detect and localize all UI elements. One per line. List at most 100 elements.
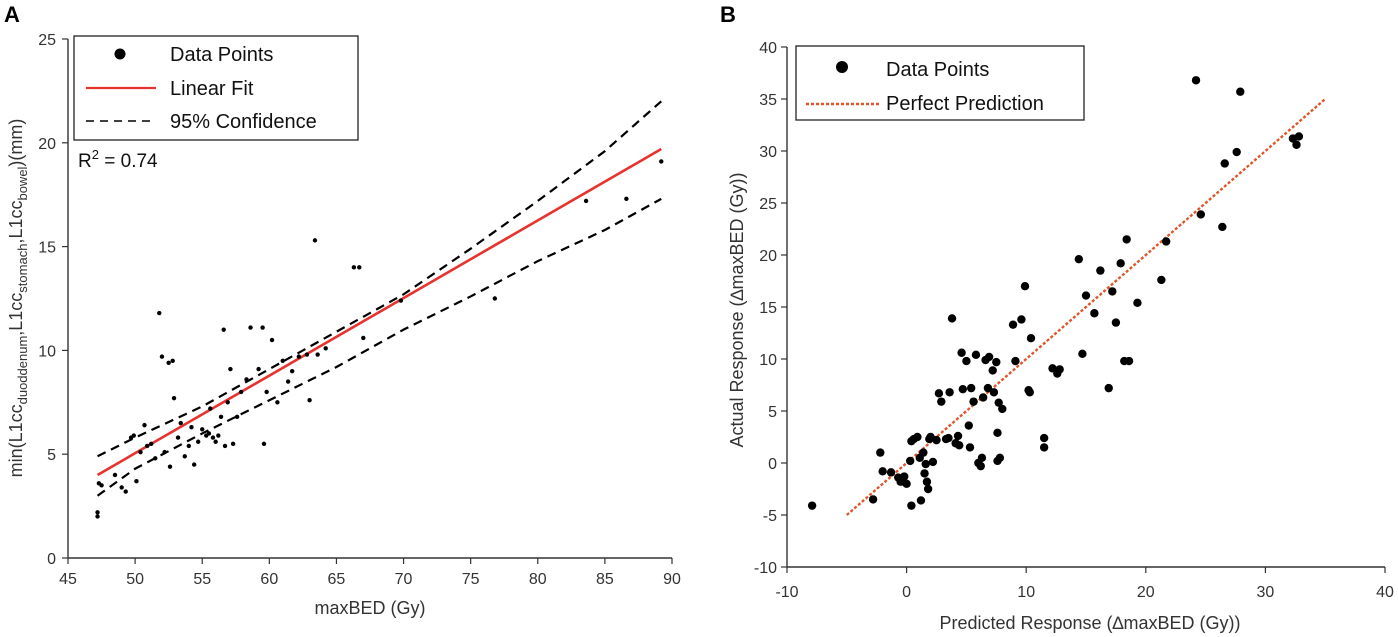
data-point <box>149 441 154 447</box>
data-point <box>222 443 228 449</box>
y-tick-label: 20 <box>759 248 777 265</box>
panel-b-data-points <box>807 76 1304 510</box>
confidence-upper-line <box>97 100 662 458</box>
data-point <box>195 439 201 444</box>
data-point <box>280 358 285 363</box>
data-point <box>142 422 147 428</box>
data-point <box>208 406 213 411</box>
data-point <box>138 449 143 455</box>
data-point <box>1133 298 1142 308</box>
x-tick-label: 0 <box>902 584 911 601</box>
data-point <box>119 485 124 490</box>
data-point <box>928 457 938 467</box>
data-point <box>953 431 963 441</box>
data-point <box>200 427 205 432</box>
data-point <box>144 443 150 449</box>
data-point <box>1111 318 1121 327</box>
data-point <box>123 489 128 494</box>
data-point <box>1232 147 1241 157</box>
panel-b-y-axis-label: Actual Response (∆maxBED (Gy)) <box>727 172 747 447</box>
data-point <box>964 421 973 430</box>
data-point <box>988 366 997 375</box>
legend-dot-icon <box>836 61 848 73</box>
panel-a-ticks: 45 50 55 60 65 70 75 80 85 90 0 5 10 15 20 25 <box>38 32 681 588</box>
perfect-prediction-line <box>846 98 1326 516</box>
data-point <box>921 459 930 469</box>
data-point <box>659 159 664 164</box>
data-point <box>947 314 957 323</box>
data-point <box>1074 254 1084 264</box>
data-point <box>922 477 932 486</box>
data-point <box>1104 383 1113 393</box>
data-point <box>216 433 221 438</box>
x-tick-label: 90 <box>663 571 681 588</box>
panel-a-fit-line <box>96 147 662 477</box>
data-point <box>323 346 328 351</box>
x-tick-label: 70 <box>395 571 413 588</box>
panel-a-axes <box>67 39 672 559</box>
y-tick-label: 5 <box>768 404 777 421</box>
data-point <box>398 298 404 303</box>
data-point <box>99 483 104 488</box>
data-point <box>206 431 212 436</box>
data-point <box>162 449 167 455</box>
data-point <box>1008 320 1018 329</box>
confidence-lower-line <box>96 197 662 497</box>
data-point <box>1011 356 1020 366</box>
data-point <box>230 441 236 447</box>
data-point <box>153 456 158 461</box>
data-point <box>1108 287 1117 296</box>
data-point <box>1124 356 1134 366</box>
y-tick-label: 25 <box>38 32 56 49</box>
x-tick-label: 20 <box>1137 584 1155 601</box>
y-tick-label: 25 <box>759 196 777 213</box>
data-point <box>186 443 191 449</box>
data-point <box>1218 222 1227 232</box>
legend-dot-icon <box>114 48 126 60</box>
y-tick-label: 5 <box>47 447 56 464</box>
data-point <box>583 198 589 204</box>
linear-fit-line <box>96 147 662 477</box>
y-tick-label: 35 <box>759 92 777 109</box>
panel-a-data-points <box>95 159 664 519</box>
data-point <box>170 358 175 363</box>
data-point <box>312 238 318 243</box>
data-point <box>159 354 165 359</box>
y-tick-label: 10 <box>38 343 56 360</box>
legend-confidence-label: 95% Confidence <box>170 111 317 133</box>
panel-b-reference-line <box>846 98 1326 516</box>
data-point <box>182 454 187 459</box>
panel-b-x-axis-label: Predicted Response (∆maxBED (Gy)) <box>939 613 1240 633</box>
data-point <box>944 433 953 443</box>
data-point <box>913 432 922 442</box>
data-point <box>175 435 181 440</box>
data-point <box>955 441 964 450</box>
data-point <box>157 310 162 316</box>
data-point <box>983 383 993 393</box>
data-point <box>919 448 928 457</box>
panel-a-legend: Data Points Linear Fit 95% Confidence <box>73 35 359 141</box>
data-point <box>916 496 926 505</box>
panel-b-letter: B <box>720 2 736 27</box>
data-point <box>210 435 216 440</box>
data-point <box>225 400 230 405</box>
data-point <box>234 414 240 420</box>
panel-b-legend: Data Points Perfect Prediction <box>795 45 1085 121</box>
data-point <box>189 425 194 430</box>
data-point <box>275 400 280 405</box>
x-tick-label: 50 <box>126 571 144 588</box>
data-point <box>307 398 312 403</box>
data-point <box>1026 334 1036 343</box>
data-point <box>1090 309 1099 318</box>
panel-a-r-squared: R2 = 0.74 <box>78 147 158 172</box>
x-tick-label: 30 <box>1257 584 1275 601</box>
data-point <box>95 510 100 515</box>
panel-b-ticks: -10 0 10 20 30 40 -10 -5 0 5 10 15 20 25 30 35 40 <box>754 40 1394 601</box>
y-tick-label: 15 <box>38 240 56 257</box>
data-point <box>167 464 173 469</box>
data-point <box>945 388 954 397</box>
data-point <box>492 296 498 301</box>
y-tick-label: 10 <box>759 352 777 369</box>
data-point <box>971 350 981 360</box>
data-point <box>261 441 267 447</box>
